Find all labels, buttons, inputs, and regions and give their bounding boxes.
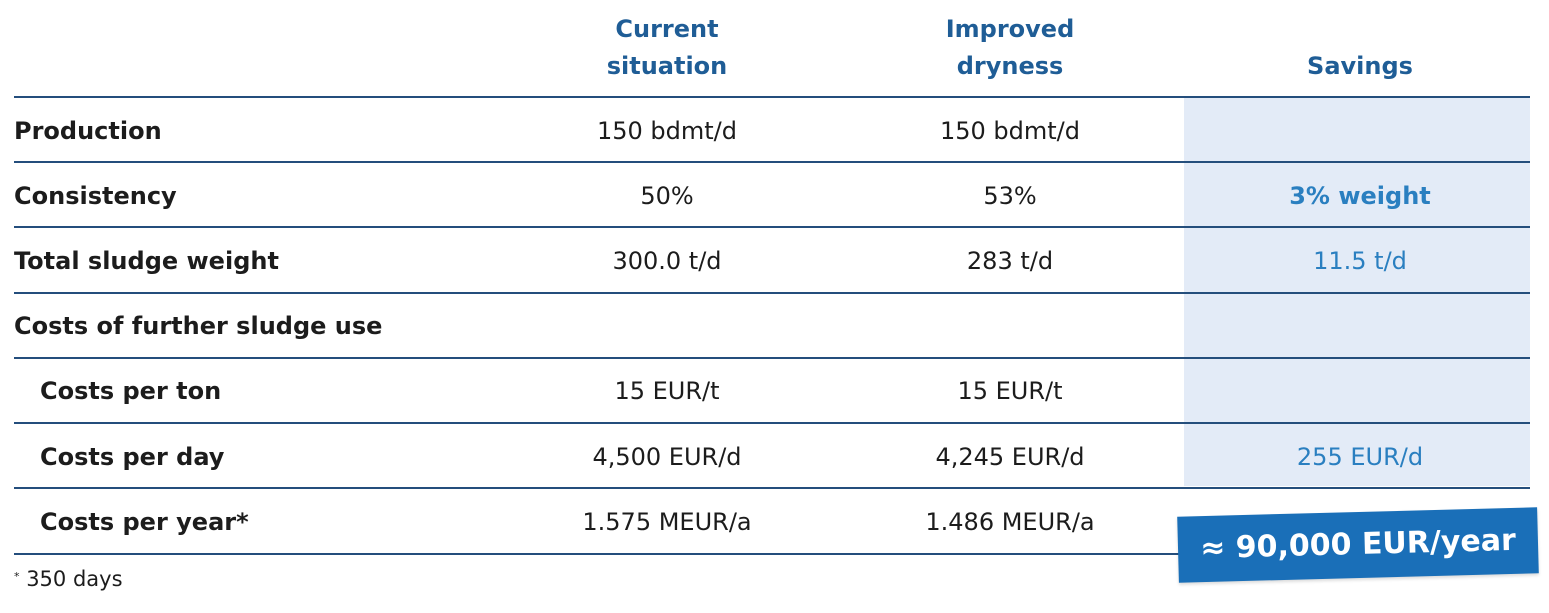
table-row-costs-per-ton: Costs per ton 15 EUR/t 15 EUR/t: [14, 359, 1530, 423]
footnote-marker: *: [14, 570, 20, 583]
row-label: Total sludge weight: [14, 247, 279, 275]
annual-savings-badge: ≈ 90,000 EUR/year: [1177, 507, 1539, 583]
row-label: Consistency: [14, 182, 177, 210]
table-rule: [14, 553, 1530, 555]
table-rule: [14, 357, 1530, 359]
table-row-costs-section: Costs of further sludge use: [14, 294, 1530, 358]
savings-value: 3% weight: [1289, 182, 1431, 210]
improved-value: 150 bdmt/d: [939, 117, 1080, 145]
table-rule: [14, 161, 1530, 163]
table-rule: [14, 292, 1530, 294]
table-rule: [14, 96, 1530, 98]
row-label: Costs per day: [40, 443, 225, 471]
improved-value: 15 EUR/t: [957, 377, 1063, 405]
section-label: Costs of further sludge use: [14, 312, 383, 340]
savings-value: 255 EUR/d: [1296, 443, 1424, 471]
header-current-situation: Current situation: [606, 15, 728, 80]
current-value: 1.575 MEUR/a: [582, 508, 752, 536]
table-rule: [14, 226, 1530, 228]
current-value: 300.0 t/d: [612, 247, 722, 275]
table-row-costs-per-day: Costs per day 4,500 EUR/d 4,245 EUR/d 25…: [14, 425, 1530, 489]
table-row-total-sludge-weight: Total sludge weight 300.0 t/d 283 t/d 11…: [14, 229, 1530, 293]
footnote-text: 350 days: [26, 567, 123, 591]
improved-value: [860, 294, 1160, 358]
current-value: 150 bdmt/d: [596, 117, 737, 145]
footnote: * 350 days: [14, 565, 123, 593]
row-label: Costs per year*: [40, 508, 249, 536]
savings-value: [1210, 294, 1510, 358]
header-savings: Savings: [1307, 52, 1413, 80]
current-value: 4,500 EUR/d: [592, 443, 742, 471]
improved-value: 1.486 MEUR/a: [925, 508, 1095, 536]
improved-value: 283 t/d: [966, 247, 1054, 275]
current-value: 50%: [640, 182, 694, 210]
table-row-production: Production 150 bdmt/d 150 bdmt/d: [14, 99, 1530, 163]
improved-value: 53%: [983, 182, 1037, 210]
savings-value: [1210, 359, 1510, 423]
savings-value: 11.5 t/d: [1313, 247, 1407, 275]
table-row-costs-per-year: Costs per year* 1.575 MEUR/a 1.486 MEUR/…: [14, 490, 1530, 554]
current-value: 15 EUR/t: [614, 377, 720, 405]
row-label: Production: [14, 117, 162, 145]
improved-value: 4,245 EUR/d: [935, 443, 1085, 471]
table-rule: [14, 422, 1530, 424]
row-label: Costs per ton: [40, 377, 222, 405]
savings-value: [1210, 99, 1510, 163]
table-rule: [14, 487, 1530, 489]
current-value: [517, 294, 817, 358]
table-row-consistency: Consistency 50% 53% 3% weight: [14, 164, 1530, 228]
header-improved-dryness: Improved dryness: [945, 15, 1075, 80]
